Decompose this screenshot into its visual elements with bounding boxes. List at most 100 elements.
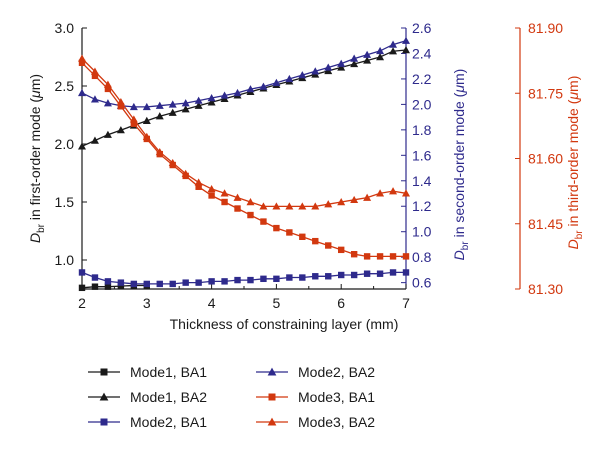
data-point [208,278,215,285]
data-point [363,193,372,201]
data-point [78,284,86,292]
data-point [298,71,307,79]
data-point [337,63,346,71]
data-point [129,115,138,123]
y3-tick-label: 81.30 [528,281,563,297]
data-point [116,126,125,134]
data-point [325,273,332,280]
data-point [324,63,333,71]
y2-tick-label: 2.6 [412,20,432,36]
legend: Mode1, BA1 Mode1, BA2 Mode2, BA1 Mode2, BA2… [88,364,375,430]
data-point [169,280,176,288]
data-point [221,198,228,206]
data-point [207,94,216,102]
data-point [350,59,359,68]
y1-tick-label: 3.0 [55,20,75,36]
data-point [194,96,203,104]
data-point [247,211,254,219]
y2-tick-label: 0.8 [412,249,432,265]
data-point [363,56,372,64]
x-axis-label: Thickness of constraining layer (mm) [170,316,399,332]
data-point [299,233,306,240]
data-point [220,189,229,197]
data-point [363,270,371,277]
data-point [272,78,281,86]
data-point [350,195,359,204]
data-point [207,184,216,193]
data-point [78,54,86,62]
y1-tick-label: 1.5 [55,194,75,210]
data-point [90,136,99,144]
data-point [130,120,138,127]
y3-tick-label: 81.60 [528,151,563,167]
legend-item: Mode1, BA2 [88,389,207,405]
data-point [194,178,203,186]
y2-tick-label: 1.2 [412,198,432,214]
x-tick-label: 7 [402,295,410,311]
data-point [312,273,319,280]
data-point [91,274,99,281]
legend-label: Mode2, BA1 [130,414,207,430]
legend-item: Mode1, BA1 [88,364,207,380]
data-point [104,283,112,290]
series-2 [78,269,410,288]
y2-tick-label: 1.6 [412,147,432,163]
legend-item: Mode3, BA2 [256,414,375,430]
data-point [338,246,345,254]
data-point [103,130,112,138]
data-point [350,271,358,279]
data-point [100,368,108,376]
data-point [129,102,138,111]
data-point [181,99,190,107]
data-point [298,202,307,210]
data-point [195,183,202,190]
data-point [267,417,277,426]
data-point [181,169,190,177]
data-point [194,101,203,109]
data-point [168,158,177,167]
legend-label: Mode1, BA2 [130,389,207,405]
y1-tick-label: 2.5 [55,78,75,94]
data-point [195,279,202,286]
legend-label: Mode3, BA1 [298,389,375,405]
y1-axis-label: Dbr in first-order mode (μm) [27,74,47,243]
data-point [246,85,255,93]
data-point [325,242,332,249]
y3-tick-label: 81.45 [528,216,563,232]
data-point [104,85,112,93]
data-point [181,105,190,113]
data-point [376,46,385,55]
data-point [130,280,138,288]
data-point [350,54,359,62]
y2-axis-label: Dbr in second-order mode (μm) [451,69,471,261]
data-point [259,82,268,90]
series-line [81,62,406,258]
data-point [272,202,281,210]
data-point [103,80,112,88]
y3-axis-label: Dbr in third-order mode (μm) [565,76,585,250]
data-point [168,100,177,108]
series-line [81,271,406,285]
data-point [389,187,398,195]
data-point [99,392,109,401]
data-point [90,95,99,103]
x-tick-label: 4 [208,295,216,311]
data-point [273,275,280,283]
data-point [389,47,398,55]
y2-tick-label: 1.4 [412,173,432,189]
y3-tick-label: 81.90 [528,20,563,36]
data-point [402,46,410,54]
data-point [285,202,294,210]
data-point [207,98,216,106]
data-point [337,59,346,67]
axes: 2 3 4 5 6 7 1.0 1.5 2.0 2.5 3.0 0.6 0.8 1.0 1.2 1.4 1.6 1… [27,20,585,332]
data-point [155,112,164,120]
data-point [376,253,384,260]
data-point [285,74,294,83]
y2-tick-label: 1.8 [412,122,432,138]
data-point [389,269,397,276]
data-point [78,59,86,66]
data-point [247,276,254,284]
series-line [81,40,407,108]
data-point [142,132,151,140]
